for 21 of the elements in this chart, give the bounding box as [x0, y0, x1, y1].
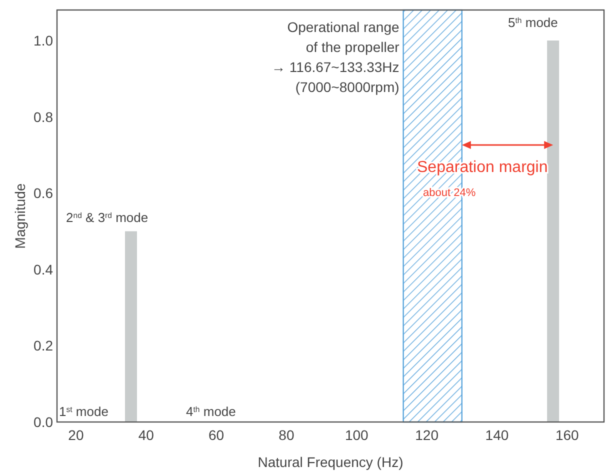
annotation: 1$^{st}$ mode: [59, 404, 108, 419]
y-tick-label: 0.2: [34, 338, 54, 354]
x-tick-label: 140: [485, 426, 509, 443]
x-tick-label: 60: [208, 426, 224, 443]
band-label: Operational range of the propeller → 116.67~133.33Hz (7000~8000rpm): [272, 19, 400, 95]
x-tick-label: 120: [415, 426, 439, 443]
x-tick-label: 80: [278, 426, 294, 443]
y-tick-label: 1.0: [34, 32, 54, 48]
x-tick-label: 40: [138, 426, 154, 443]
y-tick-label: 0.6: [34, 185, 54, 202]
y-tick-label: 0.8: [34, 108, 54, 125]
y-tick-label: 0.0: [34, 414, 54, 430]
x-tick-label: 100: [344, 426, 369, 443]
x-tick-label: 160: [555, 426, 580, 443]
y-tick-label: 0.4: [34, 261, 54, 278]
annotation: 2$^{nd}$ & 3$^{rd}$ mode: [66, 210, 148, 225]
annotation: 4$^{th}$ mode: [186, 404, 236, 419]
annotation: 5$^{th}$ mode: [508, 15, 558, 30]
x-axis-title: Natural Frequency (Hz): [258, 454, 404, 470]
x-tick-label: 20: [68, 426, 84, 443]
y-axis-title: Magnitude: [12, 183, 28, 249]
